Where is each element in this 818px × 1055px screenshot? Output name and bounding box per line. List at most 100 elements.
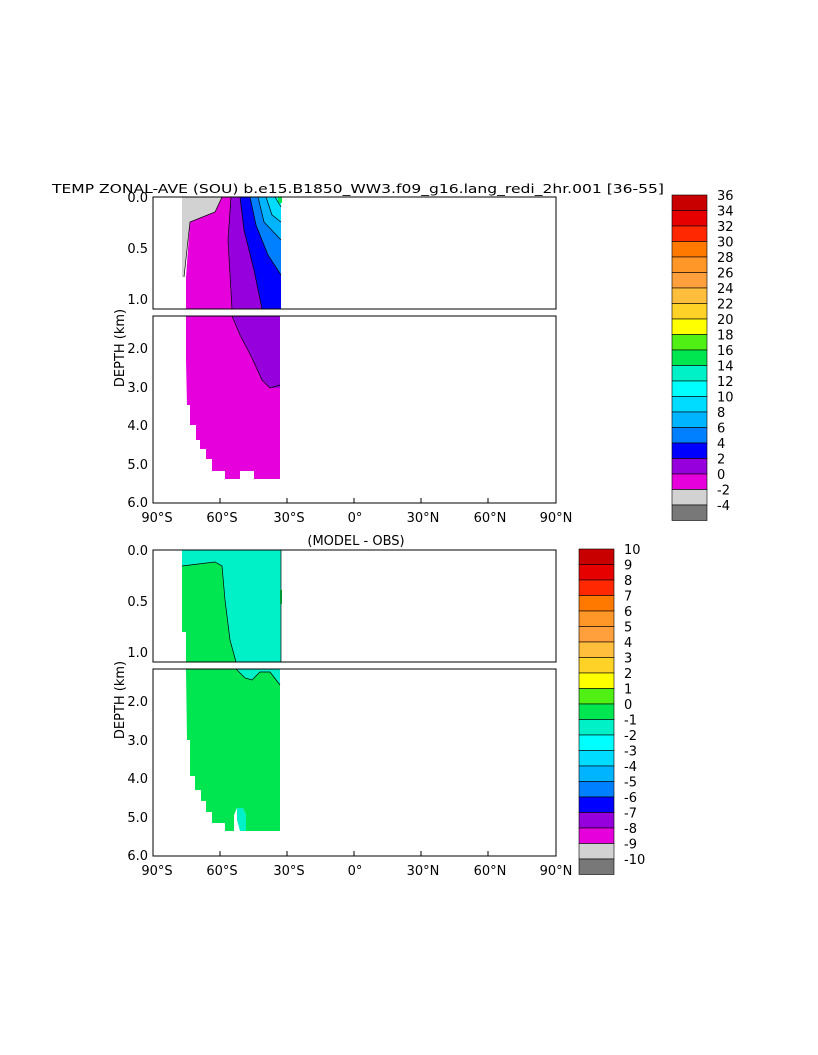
colorbar-label: 22 xyxy=(717,298,734,313)
colorbar-label: 9 xyxy=(624,559,632,574)
x-tick-label: 30°N xyxy=(407,511,440,526)
colorbar-label: 0 xyxy=(717,468,725,483)
x-tick-label: 60°N xyxy=(474,511,507,526)
colorbar-swatch xyxy=(578,641,615,658)
field-region-magenta-deep xyxy=(186,316,280,479)
colorbar-label: -2 xyxy=(717,484,730,499)
y-axis-label: DEPTH (km) xyxy=(113,309,128,387)
y-tick-label: 4.0 xyxy=(127,772,148,787)
y-tick-label: 1.0 xyxy=(127,646,148,661)
x-tick-label: 30°S xyxy=(273,511,304,526)
colorbar-label: -1 xyxy=(624,714,637,729)
y-tick-label: 2.0 xyxy=(127,695,148,710)
lower-field xyxy=(186,669,281,831)
colorbar-swatch xyxy=(578,688,615,705)
x-tick-label: 30°N xyxy=(407,864,440,879)
x-tick-label: 60°S xyxy=(206,864,237,879)
colorbar-label: 6 xyxy=(624,605,632,620)
upper-axes-frame xyxy=(152,196,557,310)
colorbar-swatch xyxy=(578,579,615,596)
colorbar-swatch xyxy=(578,796,615,813)
x-tick-label: 30°S xyxy=(273,864,304,879)
colorbar-swatch xyxy=(578,626,615,643)
colorbar-label: 36 xyxy=(717,189,734,204)
field-region-teal xyxy=(182,550,281,662)
field-region-green xyxy=(182,562,236,662)
colorbar-label: 7 xyxy=(624,590,632,605)
y-tick-label: 0.5 xyxy=(127,242,148,257)
colorbar-swatch xyxy=(671,411,708,428)
colorbar-label: 18 xyxy=(717,329,734,344)
colorbar-swatch xyxy=(671,489,708,506)
colorbar-swatch xyxy=(578,703,615,720)
colorbar-swatch xyxy=(671,504,708,521)
colorbar-label: -9 xyxy=(624,838,637,853)
colorbar-label: 2 xyxy=(624,667,632,682)
y-tick-label: 0.0 xyxy=(127,191,148,206)
y-axis-lower: 2.0 3.0 4.0 5.0 6.0 xyxy=(127,695,148,864)
colorbar-swatch xyxy=(671,442,708,459)
colorbar-label: 5 xyxy=(624,621,632,636)
colorbar-swatch xyxy=(578,827,615,844)
y-tick-label: 3.0 xyxy=(127,734,148,749)
colorbar-swatch xyxy=(671,396,708,413)
colorbar-swatch xyxy=(578,765,615,782)
colorbar-label: 26 xyxy=(717,267,734,282)
colorbar-swatch xyxy=(578,564,615,581)
colorbar-swatch xyxy=(671,380,708,397)
y-tick-label: 5.0 xyxy=(127,458,148,473)
y-tick-label: 3.0 xyxy=(127,381,148,396)
colorbar-label: 10 xyxy=(624,543,641,558)
colorbar-swatch xyxy=(671,210,708,227)
colorbar-label: -6 xyxy=(624,791,637,806)
colorbar-swatch xyxy=(578,595,615,612)
colorbar-label: -5 xyxy=(624,776,637,791)
y-tick-label: 2.0 xyxy=(127,342,148,357)
colorbar-swatch xyxy=(671,303,708,320)
field-region-blue3 xyxy=(258,197,281,240)
colorbar-swatch xyxy=(578,812,615,829)
colorbar-swatch xyxy=(671,427,708,444)
colorbar-swatch xyxy=(671,225,708,242)
field-region-green-deep xyxy=(186,669,280,831)
upper-field xyxy=(182,197,282,309)
x-tick-label: 90°N xyxy=(540,511,573,526)
y-tick-label: 6.0 xyxy=(127,496,148,511)
field-region-magenta xyxy=(186,197,232,309)
panel-temperature: TEMP ZONAL-AVE (SOU) b.e15.B1850_WW3.f09… xyxy=(51,181,734,526)
colorbar-label: 8 xyxy=(717,406,725,421)
y-tick-label: 5.0 xyxy=(127,811,148,826)
colorbar-label: 8 xyxy=(624,574,632,589)
colorbar-label: -4 xyxy=(717,499,730,514)
field-region-purple xyxy=(228,197,262,309)
chart-title: TEMP ZONAL-AVE (SOU) b.e15.B1850_WW3.f09… xyxy=(51,181,664,196)
colorbar-label: 0 xyxy=(624,698,632,713)
colorbar-swatch xyxy=(578,657,615,674)
colorbar-label: 14 xyxy=(717,360,734,375)
upper-field xyxy=(181,550,282,662)
y-tick-label: 6.0 xyxy=(127,849,148,864)
colorbar-label: -2 xyxy=(624,729,637,744)
colorbar-label: 10 xyxy=(717,391,734,406)
panel-difference: (MODEL - OBS) 0.0 0.5 1.0 2.0 3.0 4.0 5.… xyxy=(113,534,645,879)
field-region-cyan xyxy=(266,197,281,222)
colorbar-label: -10 xyxy=(624,853,645,868)
lower-field xyxy=(186,316,281,479)
y-axis-upper: 0.0 0.5 1.0 xyxy=(127,191,148,308)
colorbar-label: 34 xyxy=(717,205,734,220)
x-axis: 90°S 60°S 30°S 0° 30°N 60°N 90°N xyxy=(141,498,572,526)
y-tick-label: 1.0 xyxy=(127,293,148,308)
colorbar-swatch xyxy=(671,473,708,490)
colorbar-swatch xyxy=(578,781,615,798)
colorbar-swatch xyxy=(578,719,615,736)
colorbar-swatch xyxy=(578,548,615,565)
colorbar-label: 2 xyxy=(717,453,725,468)
x-tick-label: 90°S xyxy=(141,511,172,526)
colorbar-label: 3 xyxy=(624,652,632,667)
field-region-blue2 xyxy=(250,197,281,275)
colorbar-swatch xyxy=(578,734,615,751)
colorbar-swatch xyxy=(671,318,708,335)
